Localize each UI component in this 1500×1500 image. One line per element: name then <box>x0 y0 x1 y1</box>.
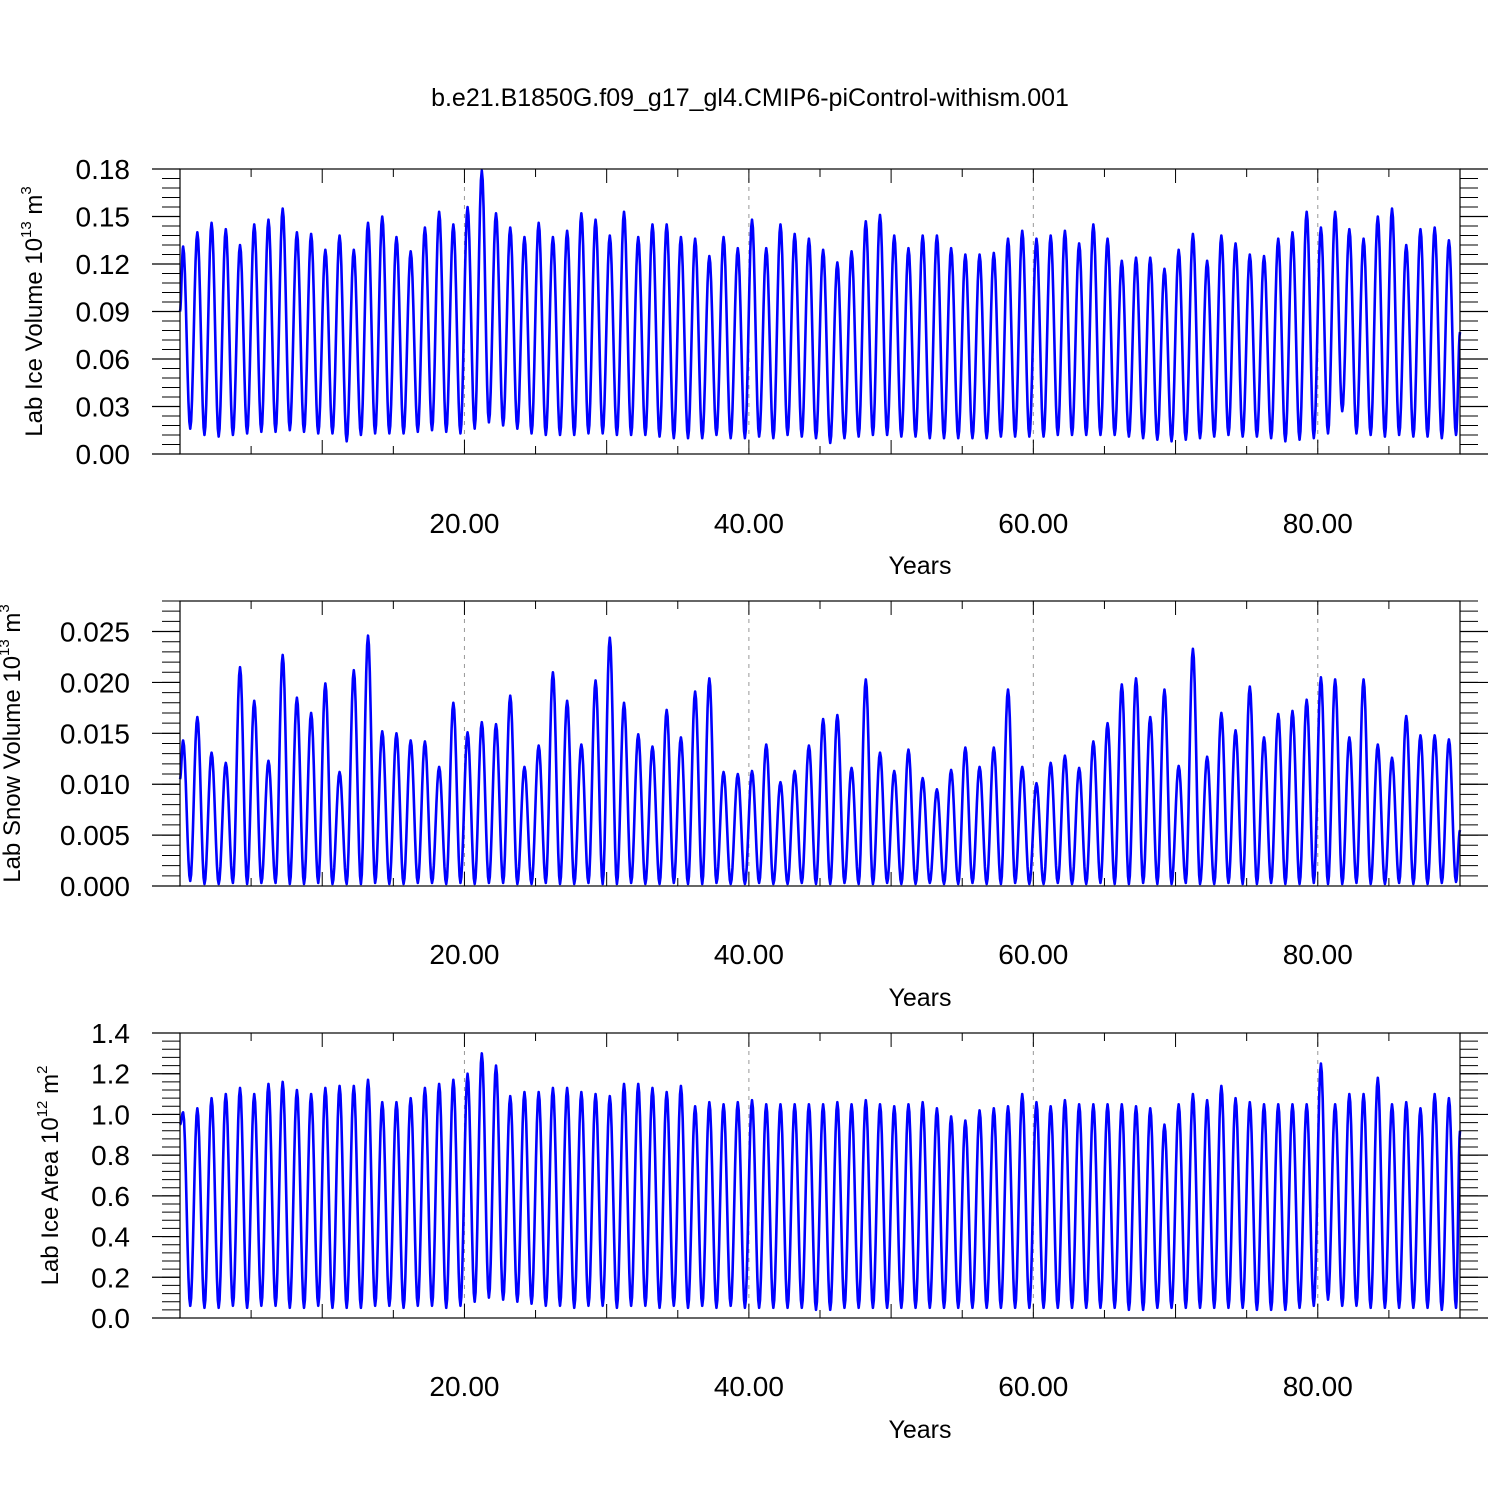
y-tick-label: 1.4 <box>91 1018 130 1049</box>
y-tick-label: 0.15 <box>76 202 131 233</box>
chart-title: b.e21.B1850G.f09_g17_gl4.CMIP6-piControl… <box>431 84 1069 112</box>
x-tick-label: 20.00 <box>429 508 499 539</box>
series-line-ice-volume <box>178 169 1462 445</box>
y-tick-label: 0.0 <box>91 1303 130 1334</box>
x-tick-label: 60.00 <box>998 1371 1068 1402</box>
panel-snow-volume: 0.000 0.005 0.010 0.015 0.020 0.025 20.00 40.00… <box>0 600 1488 1012</box>
y-axis-label: Lab Ice Volume 1013 m3 <box>18 186 48 437</box>
series-line-snow-volume <box>178 634 1462 886</box>
x-axis-label: Years <box>888 552 951 580</box>
x-tick-label: 80.00 <box>1283 939 1353 970</box>
y-tick-label: 1.2 <box>91 1059 130 1090</box>
y-tick-label: 0.6 <box>91 1181 130 1212</box>
y-tick-label: 0.2 <box>91 1262 130 1293</box>
y-axis-label: Lab Snow Volume 1013 m3 <box>0 604 26 883</box>
y-tick-label: 0.020 <box>60 667 130 698</box>
y-tick-label: 0.00 <box>76 439 131 470</box>
grid-lines <box>463 1033 1319 1318</box>
x-tick-label: 60.00 <box>998 939 1068 970</box>
y-tick-label: 0.000 <box>60 871 130 902</box>
y-tick-label: 0.18 <box>76 154 131 185</box>
x-tick-label: 60.00 <box>998 508 1068 539</box>
y-tick-label: 0.12 <box>76 249 131 280</box>
y-tick-label: 0.4 <box>91 1222 130 1253</box>
x-tick-label: 40.00 <box>714 508 784 539</box>
panel-ice-volume: 0.00 0.03 0.06 0.09 0.12 0.15 0.18 20.00 40.00 60… <box>18 154 1488 580</box>
axis-ticks: 0.00 0.03 0.06 0.09 0.12 0.15 0.18 20.00 40.00 60… <box>76 154 1488 539</box>
x-tick-label: 20.00 <box>429 1371 499 1402</box>
panel-ice-area: 0.0 0.2 0.4 0.6 0.8 1.0 1.2 1.4 20.00 40.00 60.00 8… <box>34 1018 1488 1444</box>
y-tick-label: 0.010 <box>60 769 130 800</box>
y-tick-label: 0.03 <box>76 392 131 423</box>
x-tick-label: 20.00 <box>429 939 499 970</box>
x-tick-label: 80.00 <box>1283 1371 1353 1402</box>
y-tick-label: 0.025 <box>60 617 130 648</box>
grid-lines <box>463 169 1319 454</box>
y-tick-label: 0.015 <box>60 718 130 749</box>
axis-ticks: 0.0 0.2 0.4 0.6 0.8 1.0 1.2 1.4 20.00 40.00 60.00 8… <box>91 1018 1488 1402</box>
axis-ticks: 0.000 0.005 0.010 0.015 0.020 0.025 20.00 40.00… <box>60 600 1488 970</box>
series-line-ice-area <box>178 1052 1462 1312</box>
y-tick-label: 0.005 <box>60 820 130 851</box>
y-tick-label: 0.8 <box>91 1140 130 1171</box>
x-tick-label: 40.00 <box>714 939 784 970</box>
y-tick-label: 0.09 <box>76 297 131 328</box>
y-tick-label: 1.0 <box>91 1099 130 1130</box>
x-axis-label: Years <box>888 1416 951 1444</box>
x-tick-label: 80.00 <box>1283 508 1353 539</box>
x-axis-label: Years <box>888 984 951 1012</box>
x-tick-label: 40.00 <box>714 1371 784 1402</box>
y-axis-label: Lab Ice Area 1012 m2 <box>34 1066 64 1286</box>
y-tick-label: 0.06 <box>76 344 131 375</box>
